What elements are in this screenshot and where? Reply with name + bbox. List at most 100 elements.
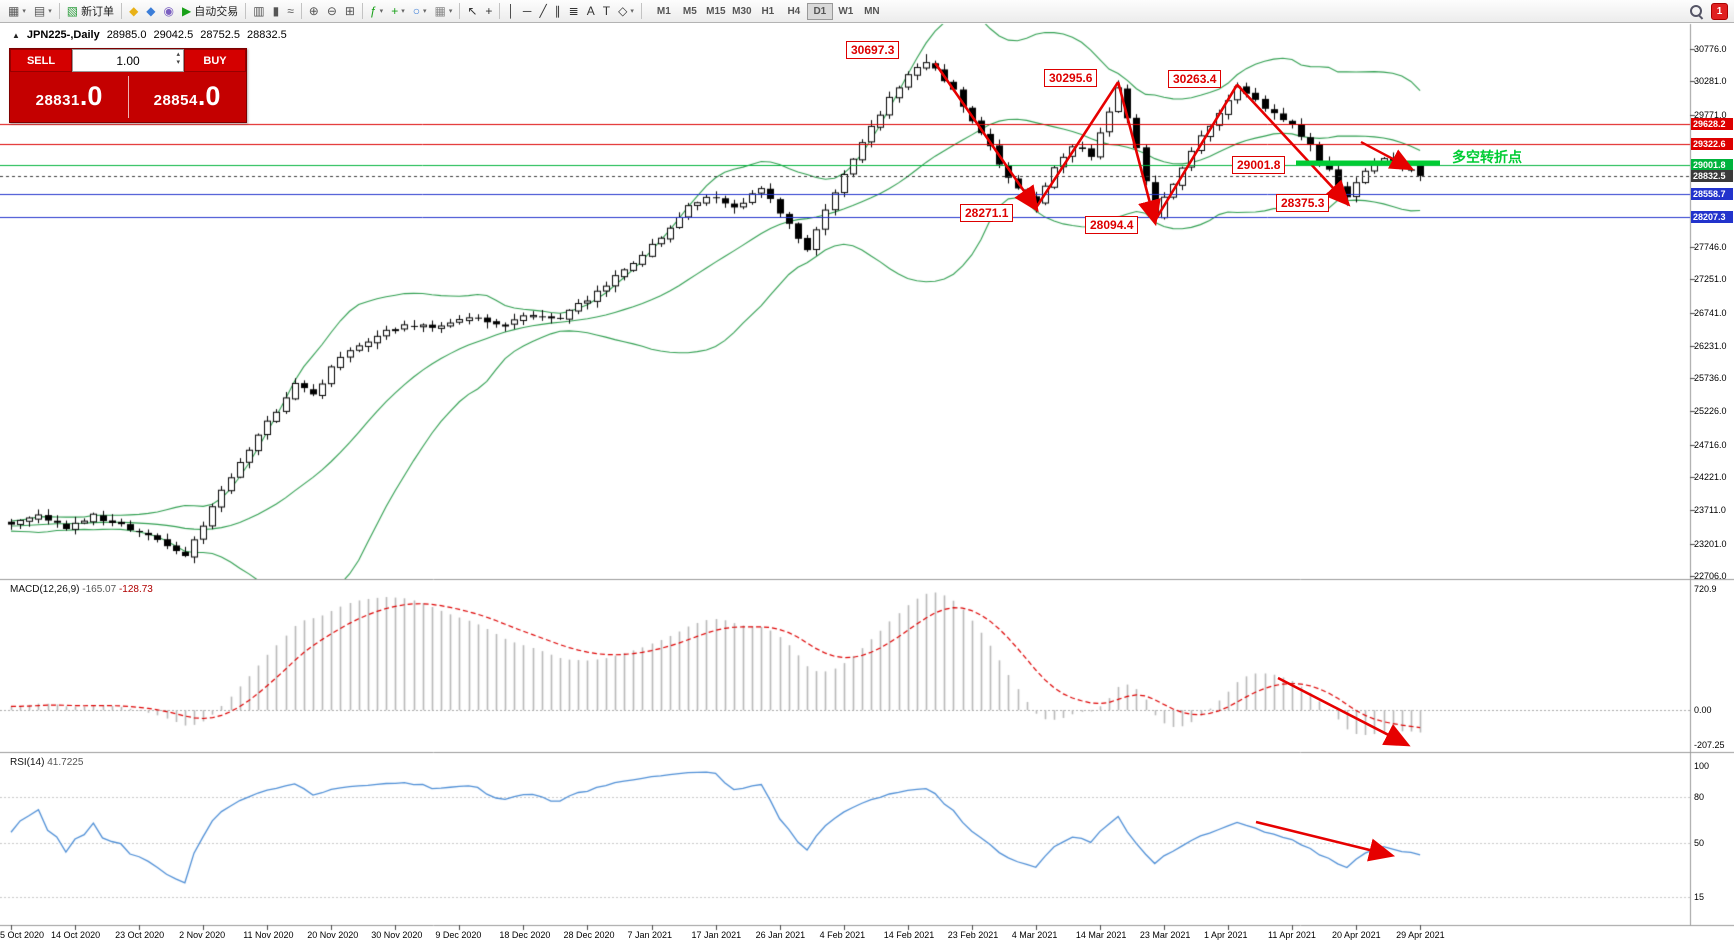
toolbar-text-button[interactable]: A [583,2,599,21]
date-axis-label: 4 Feb 2021 [819,930,866,940]
price-axis-label: 22706.0 [1694,571,1727,581]
toolbar-trendline-button[interactable]: ╱ [535,2,550,21]
horizontal-line-icon: ─ [522,4,532,18]
toolbar-chart-candles-button[interactable]: ▮ [269,2,284,21]
price-level-label: 29322.6 [1691,137,1733,150]
timeframe-h4-button[interactable]: H4 [781,3,807,20]
date-axis-label: 14 Feb 2021 [883,930,935,940]
ohlc-open: 28985.0 [106,29,147,41]
toolbar-separator [499,3,501,19]
timeframe-d1-button[interactable]: D1 [806,2,833,20]
date-axis-label: 20 Apr 2021 [1332,930,1381,940]
toolbar-chart-bars-button[interactable]: ▥ [249,2,268,21]
one-click-trading-panel: SELL 1.00 ▴ ▾ BUY 28831.0 28854.0 [9,48,247,123]
toolbar-market-button[interactable]: ◆ [142,2,159,21]
buy-button[interactable]: BUY [184,49,246,72]
chart-candles-icon: ▮ [272,4,280,18]
date-axis-label: 30 Nov 2020 [371,930,423,940]
toolbar-indicators-button[interactable]: ƒ ▾ [366,2,387,21]
date-axis-label: 28 Dec 2020 [563,930,615,940]
toolbar-separator [58,3,60,19]
periods-icon: ○ [412,4,420,18]
buy-price[interactable]: 28854.0 [153,81,221,111]
timeframe-m5-button[interactable]: M5 [677,3,703,20]
price-divider [128,76,129,118]
mql5-community-icon: ◆ [129,4,139,18]
zoom-out-icon: ⊖ [326,4,337,18]
toolbar-new-chart-button[interactable]: ▦ ▾ [4,2,30,21]
macd-axis-label: -207.25 [1694,740,1725,750]
toolbar-news-button[interactable]: ◉ [160,2,178,21]
price-axis-label: 26741.0 [1694,307,1727,318]
fibonacci-icon: ≣ [568,4,579,18]
channel-icon: ∥ [554,4,561,18]
toolbar-separator [640,3,642,19]
date-axis-label: 2 Nov 2020 [179,930,226,940]
toolbar-zoom-in-button[interactable]: ⊕ [305,2,323,21]
timeframe-h1-button[interactable]: H1 [755,3,781,20]
price-annotation: 28094.4 [1085,216,1139,234]
price-level-label: 28207.3 [1691,210,1733,223]
add-object-icon: + [391,4,399,18]
price-annotation: 28375.3 [1276,194,1330,212]
tile-windows-icon: ⊞ [344,4,355,18]
toolbar-crosshair-button[interactable]: + [481,2,496,21]
sell-price[interactable]: 28831.0 [35,81,103,111]
price-level-label: 28558.7 [1691,187,1733,200]
label-icon: T [602,4,611,18]
sell-button[interactable]: SELL [10,49,72,72]
spinner-down-icon[interactable]: ▾ [176,59,180,66]
price-level-label: 28832.5 [1691,169,1733,182]
date-axis-label: 29 Apr 2021 [1396,930,1445,940]
price-axis-label: 26231.0 [1694,340,1727,351]
caret-down-icon: ▾ [48,8,52,15]
caret-down-icon: ▾ [422,8,427,15]
search-icon[interactable] [1690,4,1703,18]
toolbar-vertical-line-button[interactable]: │ [503,2,519,21]
volume-spinner[interactable]: ▴ ▾ [176,51,180,67]
timeframe-w1-button[interactable]: W1 [833,3,859,20]
toolbar-shapes-button[interactable]: ◇ ▾ [614,2,638,21]
volume-input[interactable]: 1.00 ▴ ▾ [72,49,184,72]
toolbar-chart-line-button[interactable]: ≈ [283,2,298,21]
toolbar-zoom-out-button[interactable]: ⊖ [323,2,341,21]
toolbar-new-order-button[interactable]: ▧ 新订单 [63,2,118,21]
timeframe-m1-button[interactable]: M1 [651,3,677,20]
toolbar-templates-button[interactable]: ▦ ▾ [430,2,456,21]
cursor-icon: ↖ [467,4,478,18]
toolbar-fibonacci-button[interactable]: ≣ [565,2,583,21]
pivot-annotation-label: 多空转折点 [1452,149,1522,165]
date-axis-label: 5 Oct 2020 [0,930,45,940]
toolbar-channel-button[interactable]: ∥ [551,2,565,21]
toolbar-periods-button[interactable]: ○ ▾ [409,2,431,21]
timeframe-mn-button[interactable]: MN [859,3,885,20]
date-axis-label: 11 Apr 2021 [1268,930,1316,940]
timeframe-m30-button[interactable]: M30 [729,3,755,20]
toolbar-tile-windows-button[interactable]: ⊞ [341,2,359,21]
new-chart-icon: ▦ [8,4,20,18]
toolbar-auto-trading-button[interactable]: ▶ 自动交易 [178,2,242,21]
rsi-label: RSI(14) 41.7225 [8,757,86,768]
date-axis-label: 23 Mar 2021 [1139,930,1191,940]
auto-trading-label: 自动交易 [194,6,239,18]
toolbar-profiles-button[interactable]: ▤ ▾ [30,2,56,21]
toolbar-right: 1 [1690,2,1730,20]
price-axis-label: 30776.0 [1694,44,1727,54]
date-axis-label: 26 Jan 2021 [755,930,806,940]
toolbar-horizontal-line-button[interactable]: ─ [519,2,536,21]
notification-badge[interactable]: 1 [1711,2,1728,20]
spinner-up-icon[interactable]: ▴ [176,51,180,58]
collapse-icon[interactable]: ▲ [12,30,20,40]
toolbar-add-object-button[interactable]: + ▾ [387,2,409,21]
volume-value: 1.00 [116,53,140,68]
date-axis-label: 20 Nov 2020 [307,930,359,940]
toolbar-separator [361,3,363,19]
toolbar-label-button[interactable]: T [599,2,614,21]
timeframe-m15-button[interactable]: M15 [703,3,729,20]
toolbar-separator [459,3,461,19]
chart-bars-icon: ▥ [253,4,265,18]
toolbar-mql5-community-button[interactable]: ◆ [125,2,142,21]
toolbar-cursor-button[interactable]: ↖ [463,2,481,21]
date-axis-label: 14 Oct 2020 [51,930,101,940]
